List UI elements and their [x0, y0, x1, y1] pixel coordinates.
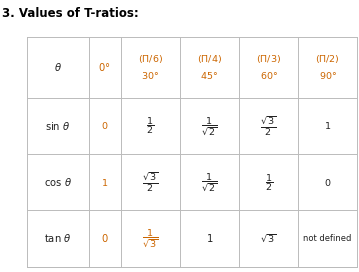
- Text: $(\Pi/4)$: $(\Pi/4)$: [197, 53, 222, 65]
- Text: $\cos\,\theta$: $\cos\,\theta$: [44, 176, 72, 188]
- Text: $1$: $1$: [101, 177, 108, 188]
- Text: $\dfrac{1}{\sqrt{2}}$: $\dfrac{1}{\sqrt{2}}$: [201, 115, 218, 137]
- Text: 3. Values of T-ratios:: 3. Values of T-ratios:: [2, 7, 139, 20]
- Text: $(\Pi/2)$: $(\Pi/2)$: [315, 53, 340, 65]
- Text: $\dfrac{1}{2}$: $\dfrac{1}{2}$: [265, 172, 272, 193]
- Text: $\theta$: $\theta$: [54, 61, 62, 73]
- Text: $\dfrac{\sqrt{3}}{2}$: $\dfrac{\sqrt{3}}{2}$: [260, 114, 277, 138]
- Text: not defined: not defined: [303, 234, 352, 243]
- Text: $0°$: $0°$: [98, 61, 111, 73]
- Text: $0$: $0$: [101, 232, 108, 245]
- Text: $(\Pi/3)$: $(\Pi/3)$: [256, 53, 281, 65]
- Text: $90°$: $90°$: [319, 70, 337, 81]
- Text: $60°$: $60°$: [260, 70, 278, 81]
- Text: $\dfrac{1}{\sqrt{2}}$: $\dfrac{1}{\sqrt{2}}$: [201, 171, 218, 193]
- Text: $1$: $1$: [206, 232, 213, 245]
- Text: $\tan\,\theta$: $\tan\,\theta$: [44, 232, 71, 245]
- Text: $30°$: $30°$: [141, 70, 159, 81]
- Text: $(\Pi/6)$: $(\Pi/6)$: [138, 53, 163, 65]
- Text: $\dfrac{1}{2}$: $\dfrac{1}{2}$: [146, 115, 154, 136]
- Text: $45°$: $45°$: [200, 70, 218, 81]
- Text: $\sin\,\theta$: $\sin\,\theta$: [45, 120, 71, 132]
- Text: $0$: $0$: [101, 120, 108, 131]
- Text: $\sqrt{3}$: $\sqrt{3}$: [260, 233, 277, 244]
- Text: $1$: $1$: [324, 120, 331, 131]
- Text: $\dfrac{1}{\sqrt{3}}$: $\dfrac{1}{\sqrt{3}}$: [142, 228, 159, 249]
- Text: $0$: $0$: [324, 177, 331, 188]
- Text: $\dfrac{\sqrt{3}}{2}$: $\dfrac{\sqrt{3}}{2}$: [142, 170, 159, 194]
